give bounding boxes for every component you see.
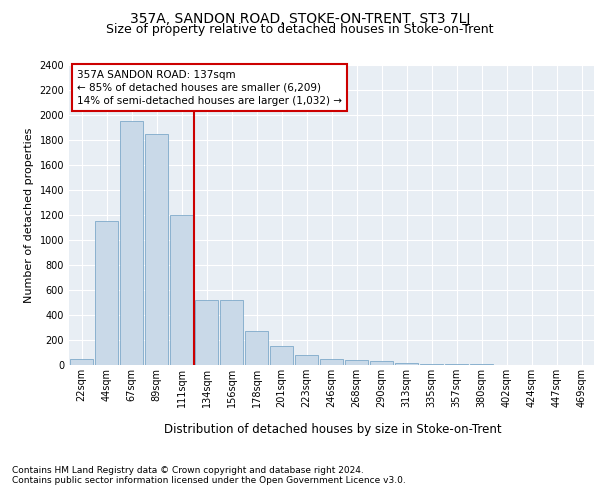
Bar <box>220 300 243 365</box>
Text: Distribution of detached houses by size in Stoke-on-Trent: Distribution of detached houses by size … <box>164 422 502 436</box>
Bar <box>470 364 493 365</box>
Bar <box>345 360 368 365</box>
Bar <box>245 331 268 365</box>
Bar <box>170 215 193 365</box>
Bar <box>120 121 143 365</box>
Text: Contains HM Land Registry data © Crown copyright and database right 2024.: Contains HM Land Registry data © Crown c… <box>12 466 364 475</box>
Bar <box>145 134 168 365</box>
Bar <box>95 221 118 365</box>
Y-axis label: Number of detached properties: Number of detached properties <box>24 128 34 302</box>
Text: 357A, SANDON ROAD, STOKE-ON-TRENT, ST3 7LJ: 357A, SANDON ROAD, STOKE-ON-TRENT, ST3 7… <box>130 12 470 26</box>
Bar <box>420 364 443 365</box>
Bar <box>195 300 218 365</box>
Text: Size of property relative to detached houses in Stoke-on-Trent: Size of property relative to detached ho… <box>106 24 494 36</box>
Text: Contains public sector information licensed under the Open Government Licence v3: Contains public sector information licen… <box>12 476 406 485</box>
Bar <box>320 359 343 365</box>
Bar <box>445 364 468 365</box>
Bar <box>295 355 318 365</box>
Text: 357A SANDON ROAD: 137sqm
← 85% of detached houses are smaller (6,209)
14% of sem: 357A SANDON ROAD: 137sqm ← 85% of detach… <box>77 70 342 106</box>
Bar <box>270 346 293 365</box>
Bar <box>70 359 93 365</box>
Bar <box>395 363 418 365</box>
Bar <box>370 360 393 365</box>
